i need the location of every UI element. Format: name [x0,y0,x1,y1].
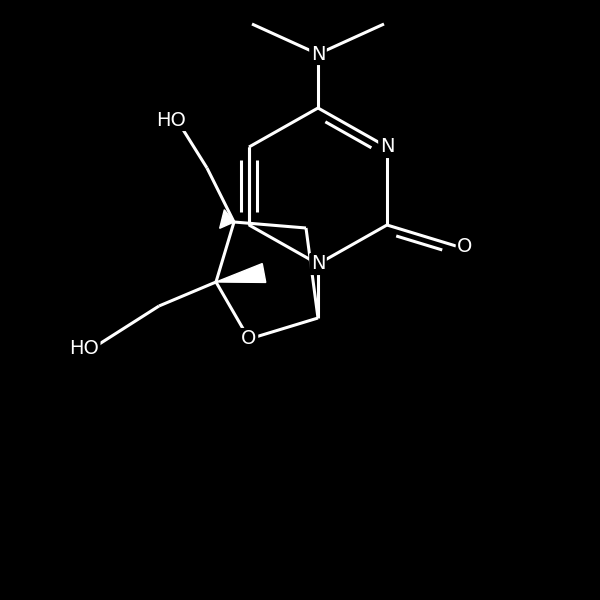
Polygon shape [216,263,266,283]
Text: O: O [457,236,473,256]
Polygon shape [220,209,234,229]
Text: HO: HO [156,110,186,130]
Text: O: O [241,329,257,349]
Text: N: N [311,44,325,64]
Text: HO: HO [69,338,99,358]
Text: N: N [311,254,325,274]
Text: N: N [380,137,394,157]
